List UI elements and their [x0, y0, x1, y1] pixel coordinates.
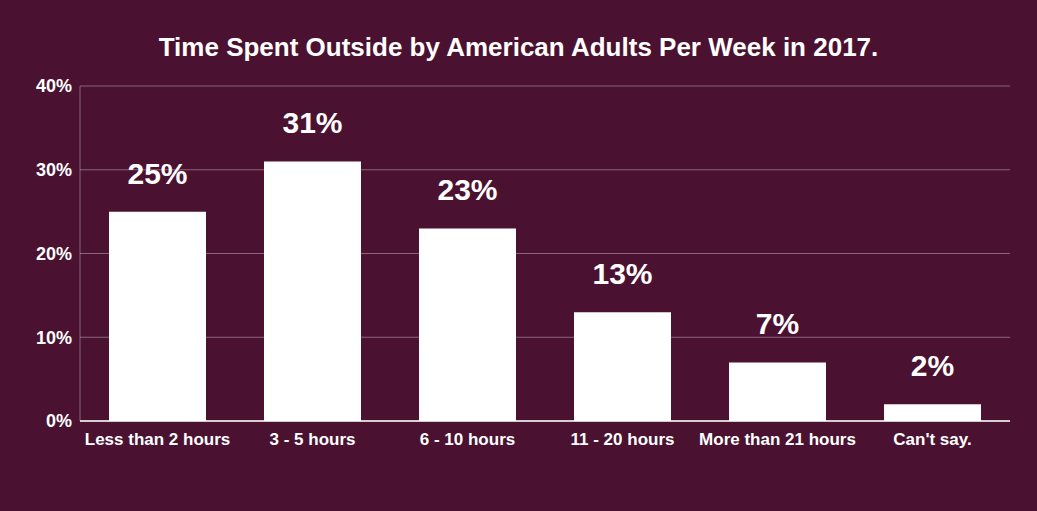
svg-text:3 - 5 hours: 3 - 5 hours	[270, 430, 356, 449]
html-text:Time Spent Outside by American: Time Spent Outside by American Adults Pe…	[158, 32, 879, 62]
svg-text:23%: 23%	[437, 173, 497, 206]
svg-text:Can't say.: Can't say.	[893, 430, 971, 449]
svg-text:More than 21 hours: More than 21 hours	[699, 430, 856, 449]
svg-text:10%: 10%	[36, 328, 72, 348]
svg-text:30%: 30%	[36, 160, 72, 180]
svg-text:Less than 2 hours: Less than 2 hours	[85, 430, 230, 449]
svg-text:11 - 20 hours: 11 - 20 hours	[571, 430, 675, 449]
svg-text:0%: 0%	[46, 411, 72, 431]
svg-text:20%: 20%	[36, 244, 72, 264]
svg-text:13%: 13%	[592, 257, 652, 290]
svg-text:25%: 25%	[127, 157, 187, 190]
svg-text:6 - 10 hours: 6 - 10 hours	[420, 430, 515, 449]
svg-text:40%: 40%	[36, 76, 72, 96]
svg-text:2%: 2%	[911, 349, 954, 382]
svg-text:7%: 7%	[756, 307, 799, 340]
svg-text:31%: 31%	[282, 106, 342, 139]
